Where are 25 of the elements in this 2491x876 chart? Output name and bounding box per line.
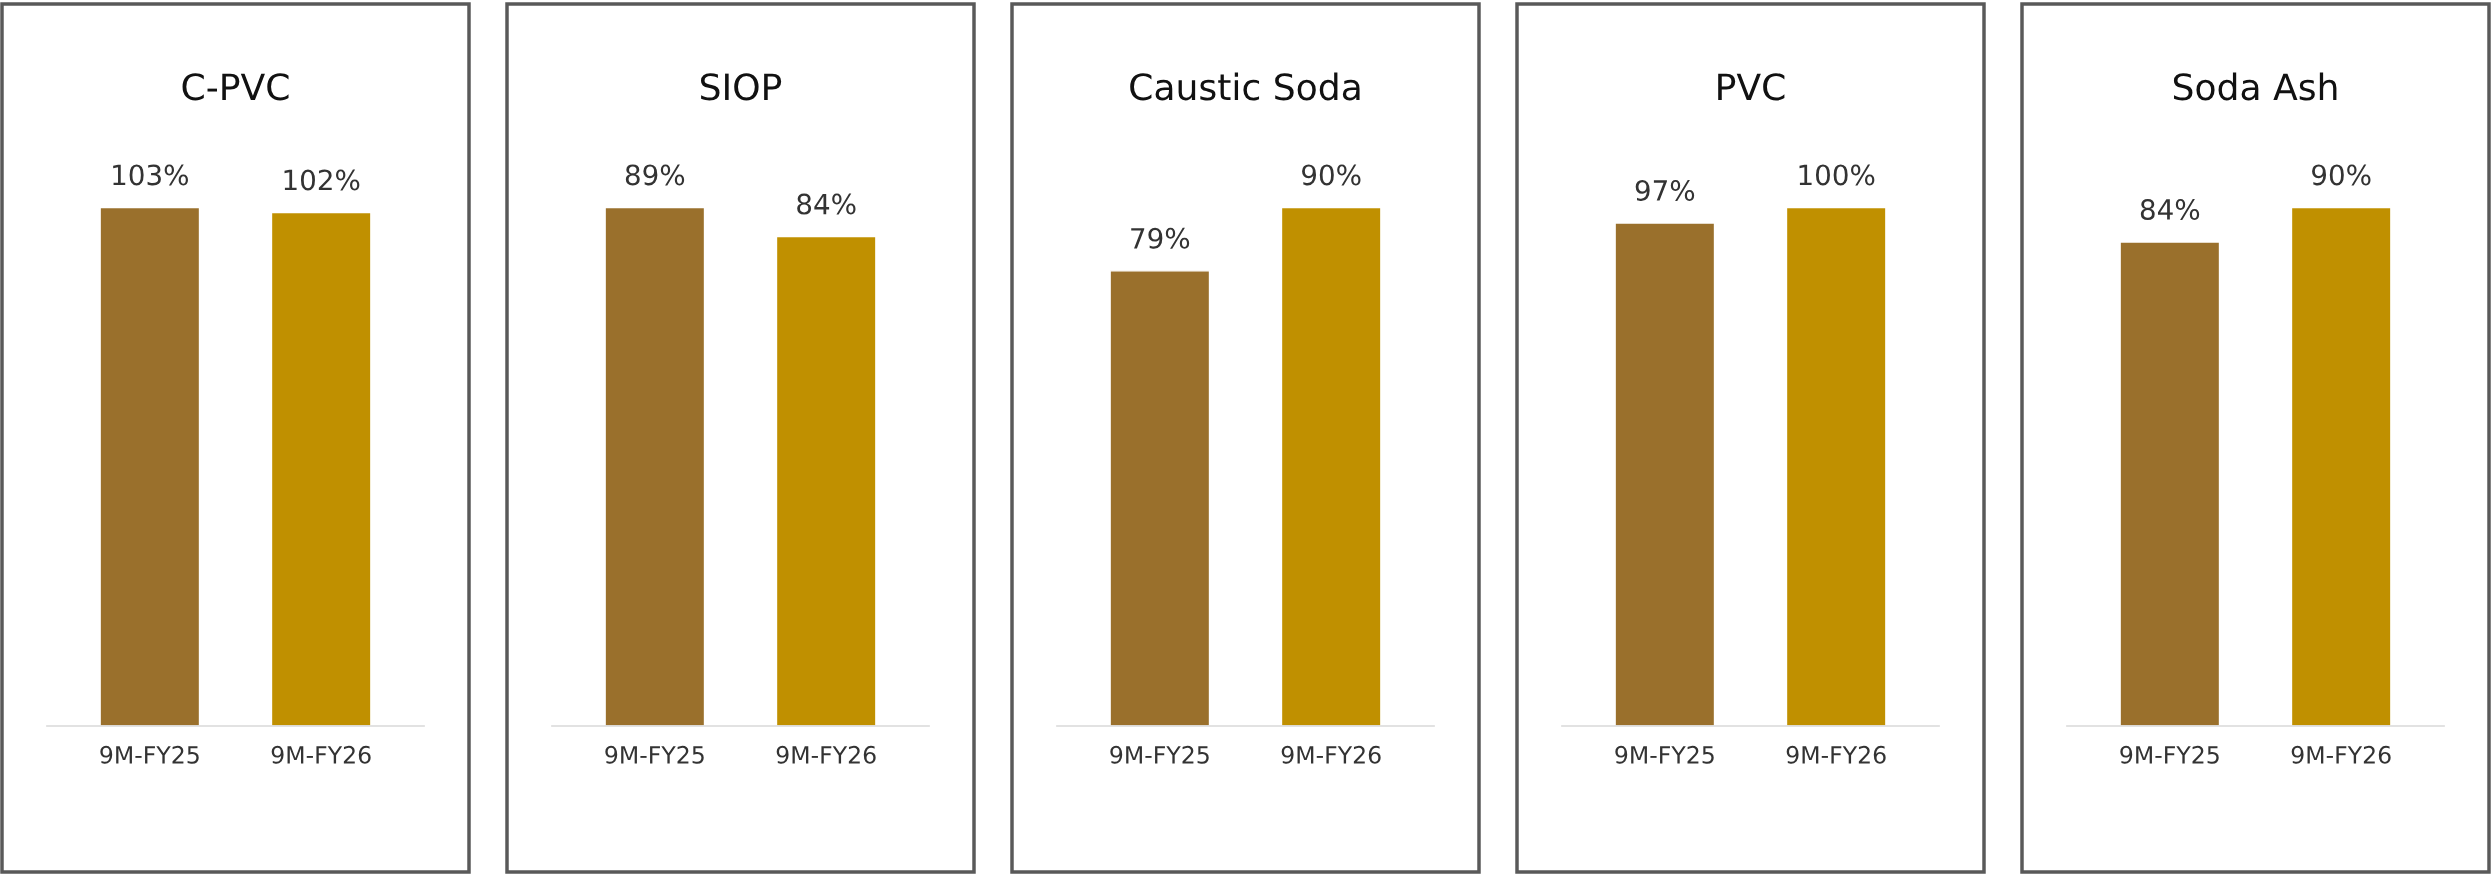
chart-title: SIOP xyxy=(700,73,782,101)
data-label: 90% xyxy=(1302,164,1361,186)
x-tick-label: 9M-FY25 xyxy=(100,745,199,764)
chart-title: PVC xyxy=(1718,73,1785,101)
x-tick-label: 9M-FY25 xyxy=(605,745,704,764)
data-label: 100% xyxy=(1799,164,1875,186)
chart-title: Caustic Soda xyxy=(1130,72,1360,101)
data-label: 84% xyxy=(2140,198,2200,220)
x-tick-label: 9M-FY25 xyxy=(1615,745,1714,764)
data-label: 102% xyxy=(284,169,360,191)
x-tick-label: 9M-FY26 xyxy=(1786,745,1886,764)
chart-title: C-PVC xyxy=(182,73,289,101)
x-tick-label: 9M-FY26 xyxy=(776,745,876,764)
x-tick-label: 9M-FY25 xyxy=(1110,745,1209,764)
data-label: 90% xyxy=(2312,164,2371,186)
data-label: 103% xyxy=(113,164,188,186)
x-tick-label: 9M-FY25 xyxy=(2120,745,2219,764)
data-label: 89% xyxy=(625,164,685,186)
x-tick-label: 9M-FY26 xyxy=(2291,745,2391,764)
chart-title: Soda Ash xyxy=(2173,72,2337,101)
x-tick-label: 9M-FY26 xyxy=(271,745,371,764)
x-tick-label: 9M-FY26 xyxy=(1281,745,1381,764)
data-label: 79% xyxy=(1131,227,1190,249)
data-label: 84% xyxy=(797,193,856,215)
data-label: 97% xyxy=(1635,179,1695,201)
